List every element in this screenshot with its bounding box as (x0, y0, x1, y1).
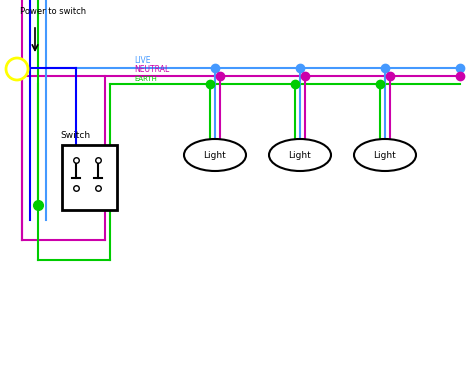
Ellipse shape (269, 139, 331, 171)
Text: Light: Light (289, 150, 311, 160)
Bar (62, 145, 117, 210)
Text: Light: Light (374, 150, 396, 160)
Text: EARTH: EARTH (134, 76, 157, 82)
Ellipse shape (6, 58, 28, 80)
Text: NEUTRAL: NEUTRAL (134, 65, 169, 74)
Text: Light: Light (204, 150, 227, 160)
Ellipse shape (184, 139, 246, 171)
Ellipse shape (354, 139, 416, 171)
Text: LIVE: LIVE (134, 56, 151, 65)
Text: Switch: Switch (60, 131, 90, 140)
Text: Power to switch: Power to switch (20, 7, 86, 16)
